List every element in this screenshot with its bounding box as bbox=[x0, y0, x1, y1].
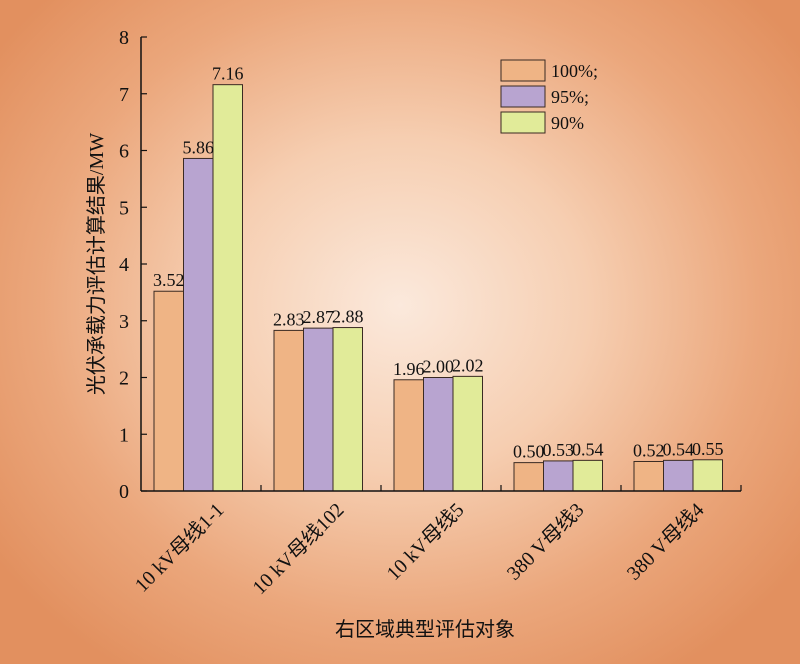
y-tick-label: 1 bbox=[119, 424, 129, 446]
legend-swatch-2 bbox=[500, 85, 546, 108]
data-label-2-1: 5.86 bbox=[183, 137, 215, 157]
y-ticks-layer: 0 1 2 3 4 5 6 7 8 bbox=[119, 27, 147, 503]
data-label-3-1: 7.16 bbox=[212, 64, 244, 84]
bar-2-4 bbox=[543, 460, 574, 492]
bar-2-3 bbox=[423, 377, 454, 492]
x-tick-label: 380 V母线3 bbox=[502, 498, 588, 584]
bar-3-2 bbox=[332, 327, 363, 492]
data-label-1-3: 1.96 bbox=[393, 359, 425, 379]
bar-3-1 bbox=[212, 84, 243, 492]
bar-2-5 bbox=[663, 459, 694, 492]
y-tick-label: 0 bbox=[119, 481, 129, 503]
data-label-1-2: 2.83 bbox=[273, 309, 305, 329]
data-label-1-4: 0.50 bbox=[513, 442, 545, 462]
x-tick-label: 10 kV母线5 bbox=[382, 498, 469, 585]
legend-label-3: 90% bbox=[551, 113, 584, 133]
bar-3-4 bbox=[572, 459, 603, 492]
x-ticks-layer: 10 kV母线1-1 10 kV母线102 10 kV母线5 380 V母线3 380 … bbox=[130, 485, 742, 599]
data-label-3-5: 0.55 bbox=[692, 439, 724, 459]
data-label-2-3: 2.00 bbox=[423, 357, 455, 377]
x-axis-title: 右区域典型评估对象 bbox=[335, 618, 515, 641]
y-axis-title: 光伏承载力评估计算结果/MW bbox=[85, 133, 108, 395]
data-label-3-4: 0.54 bbox=[572, 439, 604, 459]
y-tick-label: 8 bbox=[119, 27, 129, 49]
bar-3-3 bbox=[452, 375, 483, 492]
bar-2-1 bbox=[183, 157, 214, 492]
bar-3-5 bbox=[692, 459, 723, 492]
legend-label-1: 100%; bbox=[551, 61, 598, 81]
bar-1-5 bbox=[633, 460, 664, 492]
data-label-3-2: 2.88 bbox=[332, 307, 364, 327]
data-label-3-3: 2.02 bbox=[452, 355, 484, 375]
data-labels-layer: 3.522.831.960.50 0.525.862.872.000.53 0.54… bbox=[153, 64, 724, 462]
y-tick-label: 2 bbox=[119, 368, 129, 390]
y-tick-label: 4 bbox=[119, 254, 129, 276]
y-tick-label: 3 bbox=[119, 311, 129, 333]
legend-label-2: 95%; bbox=[551, 87, 589, 107]
y-tick-label: 7 bbox=[119, 84, 129, 106]
y-tick-label: 5 bbox=[119, 197, 129, 219]
bar-1-3 bbox=[393, 379, 424, 492]
data-label-2-2: 2.87 bbox=[303, 307, 335, 327]
legend: 100%; 95%; 90% bbox=[500, 59, 598, 134]
x-tick-label: 380 V母线4 bbox=[622, 498, 708, 584]
data-label-1-5: 0.52 bbox=[633, 440, 665, 460]
data-label-2-4: 0.53 bbox=[543, 440, 575, 460]
bar-2-2 bbox=[303, 327, 334, 492]
legend-swatch-1 bbox=[500, 59, 546, 82]
bar-1-2 bbox=[273, 329, 304, 492]
x-tick-label: 10 kV母线102 bbox=[248, 498, 349, 599]
data-label-2-5: 0.54 bbox=[663, 439, 695, 459]
legend-swatch-3 bbox=[500, 111, 546, 134]
bar-1-1 bbox=[153, 290, 184, 492]
x-tick-label: 10 kV母线1-1 bbox=[130, 498, 228, 596]
bar-1-4 bbox=[513, 462, 544, 492]
data-label-1-1: 3.52 bbox=[153, 270, 185, 290]
bars-layer bbox=[153, 84, 723, 492]
y-tick-label: 6 bbox=[119, 141, 129, 163]
